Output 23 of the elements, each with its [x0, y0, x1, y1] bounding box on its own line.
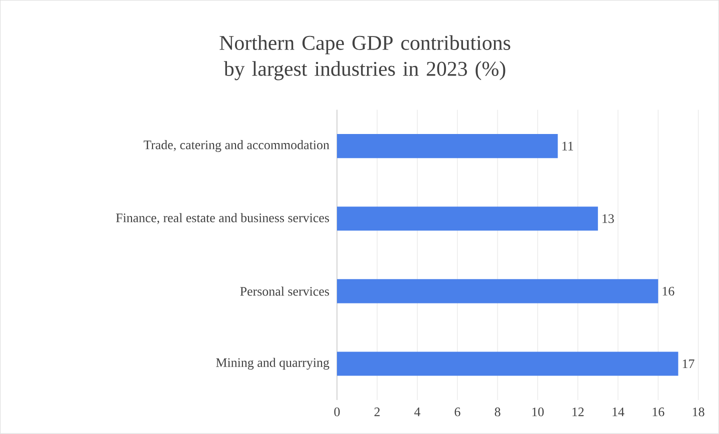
x-tick-label: 12: [572, 408, 584, 416]
x-tick-label: 14: [612, 408, 624, 416]
x-tick-label: 2: [374, 408, 380, 416]
bar: [336, 206, 598, 231]
x-tick-label: 6: [454, 408, 460, 416]
y-tick-label: Mining and quarrying: [216, 358, 330, 370]
bar: [336, 279, 658, 304]
data-label: 11: [562, 142, 574, 150]
bar: [336, 352, 678, 376]
x-tick-label: 0: [334, 408, 340, 416]
x-tick-label: 10: [532, 408, 544, 416]
data-label: 17: [682, 360, 694, 368]
x-tick-label: 4: [414, 408, 420, 416]
y-tick-label: Trade, catering and accommodation: [144, 140, 330, 152]
x-tick-label: 8: [494, 408, 500, 416]
data-label: 13: [602, 214, 614, 224]
chart-title: Northern Cape GDP contributions by largest industries in 2023 (%): [220, 35, 510, 80]
data-label: 16: [662, 286, 674, 296]
x-tick-label: 18: [692, 408, 704, 416]
x-tick-label: 16: [652, 408, 664, 416]
y-tick-label: Finance, real estate and business services: [116, 213, 330, 224]
y-tick-label: Personal services: [240, 286, 330, 296]
bar: [336, 134, 558, 158]
